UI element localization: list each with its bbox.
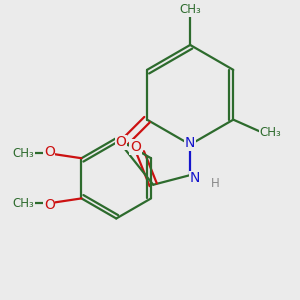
Text: O: O	[44, 198, 55, 212]
Text: O: O	[44, 145, 55, 159]
Text: N: N	[190, 171, 200, 185]
Text: O: O	[116, 135, 127, 149]
Text: H: H	[211, 177, 220, 190]
Text: O: O	[130, 140, 141, 154]
Text: CH₃: CH₃	[179, 3, 201, 16]
Text: CH₃: CH₃	[13, 147, 34, 160]
Text: N: N	[185, 136, 195, 150]
Text: CH₃: CH₃	[13, 197, 34, 210]
Text: CH₃: CH₃	[260, 126, 281, 139]
